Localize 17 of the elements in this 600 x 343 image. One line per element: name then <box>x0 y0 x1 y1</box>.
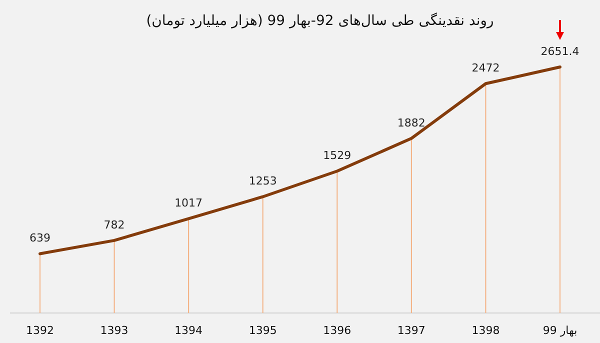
x-tick-label: بهار 99 <box>542 324 578 337</box>
x-tick-label: 1394 <box>174 324 203 337</box>
data-label: 1253 <box>248 174 277 188</box>
x-tick-label: 1395 <box>248 324 277 337</box>
x-tick-label: 1392 <box>26 324 54 337</box>
data-label: 1017 <box>174 196 203 210</box>
data-label: 782 <box>104 218 125 232</box>
data-label: 1882 <box>397 116 426 130</box>
data-label: 2651.4 <box>540 45 580 58</box>
data-label: 639 <box>30 232 50 245</box>
x-tick-label: 1396 <box>323 324 352 337</box>
x-tick-label: 1398 <box>472 324 500 337</box>
data-label: 1529 <box>323 149 352 162</box>
data-label: 2472 <box>472 62 500 75</box>
x-tick-label: 1397 <box>397 324 426 337</box>
x-tick-label: 1393 <box>100 324 128 337</box>
chart-title: روند نقدینگی طی سال‌های 92-بهار 99 (هزار میلیارد تومان) <box>146 12 494 29</box>
